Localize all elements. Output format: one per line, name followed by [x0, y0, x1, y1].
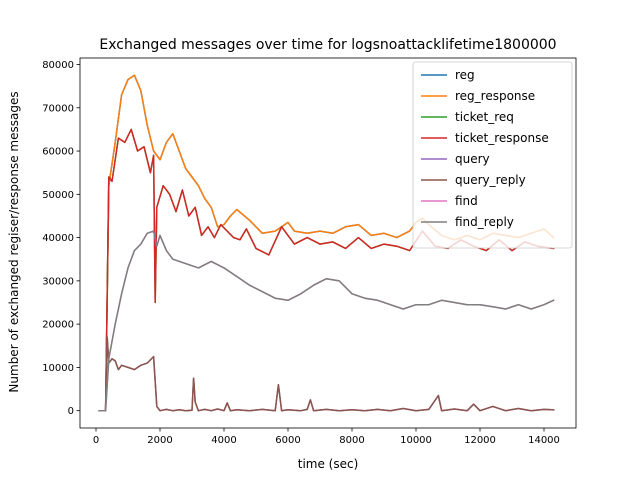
series-line-find-reply	[98, 230, 555, 412]
legend-label-query: query	[455, 152, 490, 166]
series-lines	[98, 74, 555, 412]
legend-label-reg: reg	[455, 68, 475, 82]
x-tick-label: 14000	[528, 435, 560, 446]
legend-label-find-reply: find_reply	[455, 215, 514, 229]
x-tick-label: 2000	[147, 435, 172, 446]
x-axis-label: time (sec)	[298, 457, 359, 471]
legend-label-query-reply: query_reply	[455, 173, 526, 187]
legend-label-ticket-response: ticket_response	[455, 131, 549, 145]
legend-label-find: find	[455, 194, 478, 208]
y-tick-label: 60000	[42, 147, 74, 158]
y-tick-label: 30000	[42, 276, 74, 287]
axes-frame	[79, 57, 577, 429]
legend-label-ticket-req: ticket_req	[455, 110, 514, 124]
x-tick-label: 12000	[464, 435, 496, 446]
y-tick-label: 0	[68, 406, 74, 417]
y-axis-label: Number of exchanged regiser/response mes…	[7, 91, 21, 392]
x-tick-label: 0	[93, 435, 99, 446]
legend: reg reg_response ticket_req ticket_response…	[412, 61, 573, 249]
y-tick-label: 80000	[42, 60, 74, 71]
y-tick-label: 70000	[42, 103, 74, 114]
x-tick-label: 4000	[211, 435, 236, 446]
chart-title: Exchanged messages over time for logsnoa…	[99, 37, 556, 53]
y-tick-label: 40000	[42, 233, 74, 244]
x-tick-label: 10000	[400, 435, 432, 446]
x-tick-label: 8000	[339, 435, 364, 446]
x-tick-label: 6000	[275, 435, 300, 446]
y-tick-label: 50000	[42, 190, 74, 201]
legend-box	[412, 61, 573, 249]
series-line-query-reply	[98, 336, 555, 412]
y-tick-label: 20000	[42, 320, 74, 331]
plot-area: 0 2000 4000 6000 8000 10000 12000 14000 0 10000 20…	[42, 57, 577, 446]
y-tick-label: 10000	[42, 363, 74, 374]
legend-label-reg-response: reg_response	[455, 89, 535, 103]
